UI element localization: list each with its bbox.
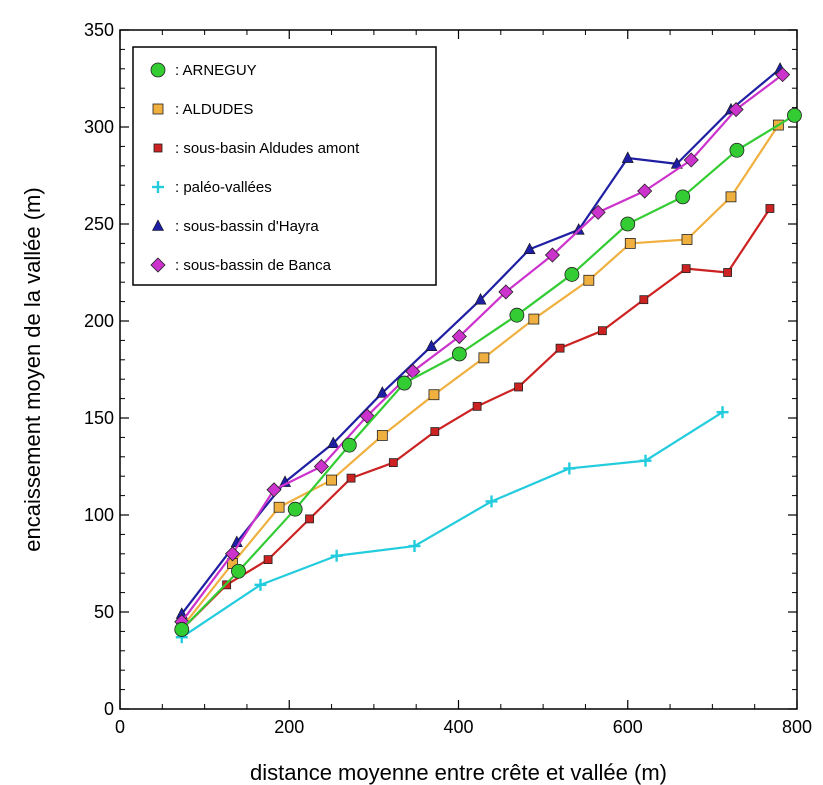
legend-label: : ALDUDES (175, 101, 253, 118)
y-tick-label: 300 (84, 117, 114, 137)
legend-label: : ARNEGUY (175, 62, 257, 79)
x-axis-title: distance moyenne entre crête et vallée (… (250, 760, 667, 785)
data-point (681, 264, 691, 274)
series-line (180, 73, 784, 623)
legend-label: : sous-bassin d'Hayra (175, 218, 319, 235)
series-2 (177, 204, 775, 634)
data-point (474, 293, 487, 305)
data-point (620, 216, 636, 232)
data-point (231, 563, 246, 579)
legend-label: : sous-bassin de Banca (175, 257, 332, 274)
data-point (376, 386, 389, 398)
data-point (583, 274, 595, 286)
data-point (313, 458, 329, 475)
data-point (637, 183, 653, 199)
series-group (174, 62, 802, 644)
data-point (478, 352, 490, 364)
data-point (624, 237, 636, 249)
data-point (683, 152, 699, 168)
data-point (472, 401, 482, 411)
data-point (787, 107, 802, 123)
data-point (621, 151, 634, 163)
x-tick-label: 400 (443, 717, 473, 737)
legend-marker (153, 143, 163, 153)
data-point (428, 389, 440, 401)
data-point (341, 437, 357, 453)
data-point (174, 622, 190, 637)
data-point (224, 546, 241, 562)
series-1 (176, 119, 784, 633)
data-point (563, 462, 576, 475)
data-point (716, 406, 729, 419)
y-tick-label: 50 (94, 602, 114, 622)
data-point (388, 458, 398, 468)
data-point (523, 242, 536, 255)
data-point (327, 436, 340, 449)
data-point (528, 313, 540, 325)
y-axis-title: encaissement moyen de la vallée (m) (20, 187, 45, 551)
series-3 (175, 406, 729, 644)
data-point (430, 427, 440, 436)
data-point (765, 204, 775, 213)
legend-marker (152, 181, 164, 193)
legend-label: : paléo-vallées (175, 179, 272, 196)
data-point (376, 430, 388, 441)
series-line (181, 411, 724, 639)
data-point (263, 555, 273, 565)
y-tick-label: 0 (104, 699, 114, 719)
legend-marker (150, 257, 166, 273)
data-point (485, 495, 498, 508)
data-point (514, 382, 523, 392)
legend-box (132, 46, 437, 286)
data-point (639, 295, 649, 305)
data-point (590, 204, 606, 220)
data-point (408, 540, 421, 553)
data-point (326, 474, 337, 486)
data-point (266, 482, 282, 498)
legend-label: : sous-basin Aldudes amont (175, 140, 360, 157)
data-point (775, 67, 791, 83)
x-tick-label: 800 (782, 717, 812, 737)
x-tick-label: 0 (115, 717, 125, 737)
data-point (509, 307, 525, 323)
legend: : ARNEGUY : ALDUDES : sous-basin Aldudes a… (132, 46, 437, 286)
y-tick-label: 200 (84, 311, 114, 331)
x-tick-label: 200 (274, 717, 304, 737)
data-point (728, 101, 744, 118)
x-tick-label: 600 (613, 717, 643, 737)
data-point (396, 375, 412, 391)
data-point (287, 501, 303, 517)
y-tick-label: 250 (84, 214, 114, 234)
data-point (725, 191, 737, 203)
series-0 (174, 107, 802, 637)
data-point (425, 339, 438, 352)
data-point (681, 234, 693, 245)
axes: 0 50 100 150 200 250 300 350 0 200 400 600 800 (84, 20, 812, 737)
data-point (330, 549, 343, 562)
data-point (555, 343, 565, 353)
data-point (544, 247, 560, 263)
y-tick-label: 350 (84, 20, 114, 40)
data-point (723, 268, 733, 277)
series-line (180, 114, 796, 631)
data-point (597, 326, 607, 336)
y-tick-label: 100 (84, 505, 114, 525)
data-point (305, 514, 314, 524)
data-point (639, 454, 652, 467)
data-point (675, 189, 691, 205)
data-point (254, 578, 267, 591)
data-point (451, 328, 467, 345)
data-point (729, 142, 745, 158)
data-point (451, 346, 467, 362)
data-point (564, 267, 580, 282)
y-tick-label: 150 (84, 408, 114, 428)
data-point (498, 284, 514, 300)
legend-marker (152, 219, 164, 231)
data-point (273, 501, 285, 513)
legend-marker (150, 62, 166, 78)
legend-marker (152, 103, 164, 115)
series-5 (174, 67, 791, 630)
data-point (346, 473, 356, 483)
